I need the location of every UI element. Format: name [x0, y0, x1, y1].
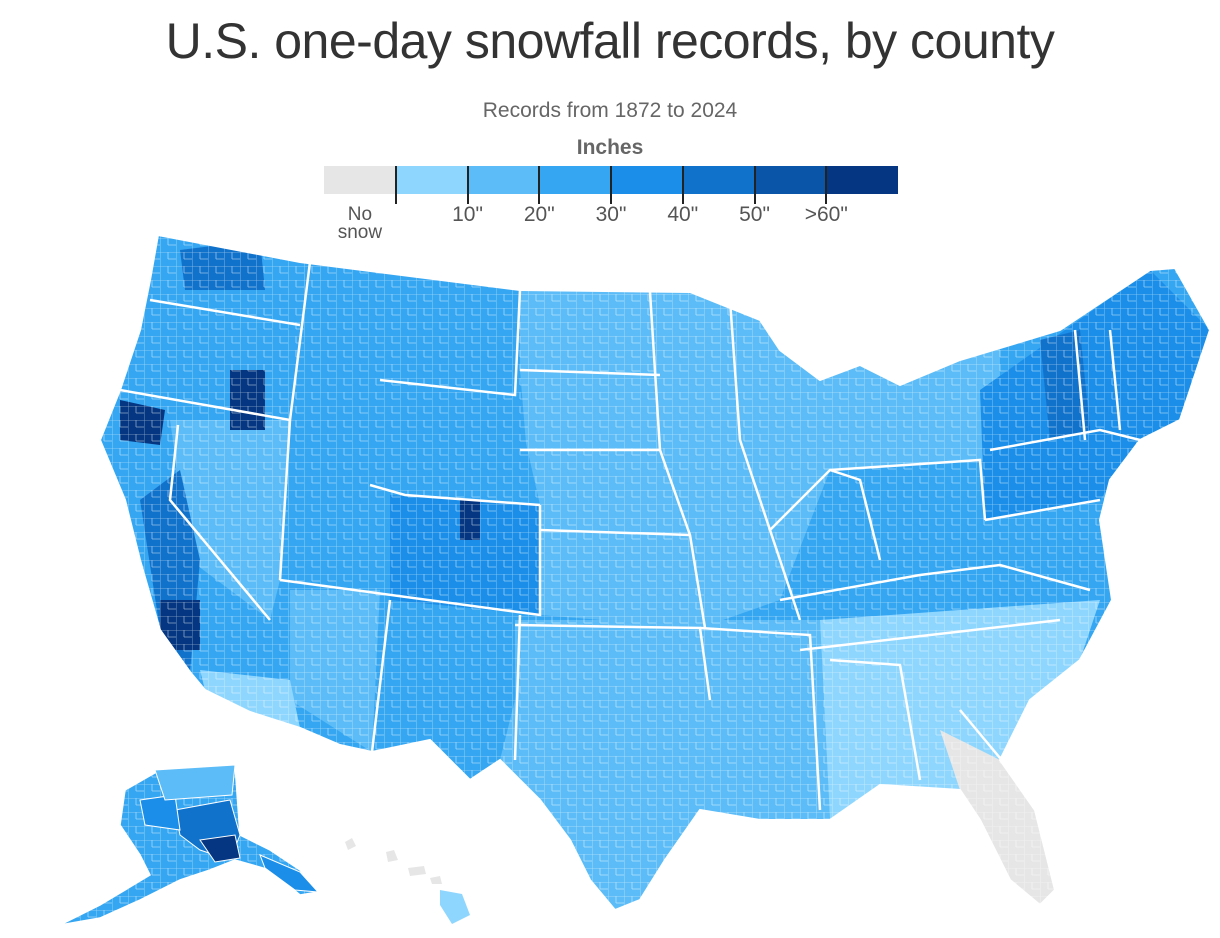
legend-label: 40"	[667, 203, 699, 226]
legend-label: 30"	[595, 203, 627, 226]
legend-tick	[610, 166, 612, 204]
legend-swatch	[466, 166, 540, 204]
legend-color-bar	[324, 166, 898, 204]
alaska	[59, 764, 320, 926]
legend-tick	[394, 166, 397, 204]
legend-label: 50"	[739, 203, 770, 226]
legend-swatch	[753, 166, 827, 204]
legend-tick	[466, 166, 469, 204]
chart-title: U.S. one-day snowfall records, by county	[165, 13, 1055, 69]
legend-tick	[538, 166, 541, 204]
legend-label: 20"	[523, 203, 555, 226]
chart-subtitle: Records from 1872 to 2024	[482, 99, 738, 122]
legend-tick	[753, 166, 756, 204]
legend-swatch	[825, 166, 898, 204]
legend-swatch	[610, 166, 683, 204]
contiguous-us	[98, 233, 1212, 912]
legend-swatch	[324, 166, 396, 194]
legend-swatch	[538, 166, 611, 204]
legend-label: 10"	[452, 203, 483, 226]
us-county-snowfall-map	[59, 233, 1212, 926]
state-borders	[119, 261, 1141, 811]
legend-title: Inches	[576, 136, 644, 159]
legend-tick	[681, 166, 684, 204]
legend-label: No snow	[337, 204, 383, 243]
legend-tick	[825, 166, 828, 204]
legend-swatch	[394, 166, 468, 204]
legend-label: >60"	[804, 203, 848, 226]
legend-tick-labels: No snow 10" 20" 30" 40" 50" >60"	[324, 203, 898, 246]
hawaii	[345, 838, 470, 924]
legend-swatch	[681, 166, 755, 204]
